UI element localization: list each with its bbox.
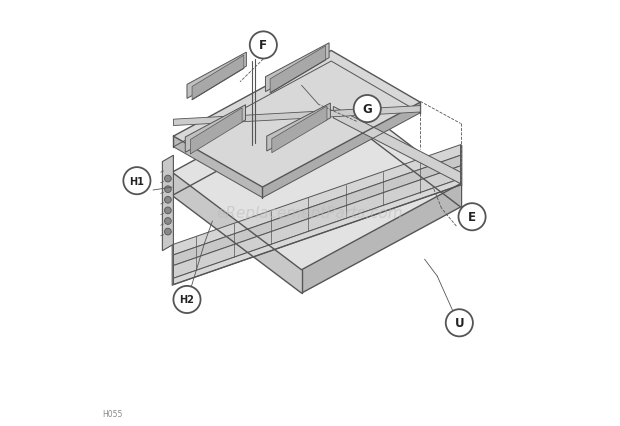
Polygon shape	[272, 107, 327, 153]
Polygon shape	[301, 184, 461, 294]
Circle shape	[164, 176, 171, 182]
Polygon shape	[174, 137, 262, 198]
Polygon shape	[190, 109, 242, 155]
Polygon shape	[185, 106, 246, 153]
Polygon shape	[174, 51, 420, 187]
Text: U: U	[454, 317, 464, 330]
Polygon shape	[267, 104, 330, 152]
Polygon shape	[262, 103, 420, 198]
Circle shape	[164, 229, 171, 236]
Polygon shape	[174, 156, 461, 266]
Circle shape	[164, 207, 171, 214]
Polygon shape	[265, 44, 329, 92]
Polygon shape	[334, 107, 461, 184]
Polygon shape	[270, 47, 326, 94]
Text: H2: H2	[180, 295, 195, 305]
Circle shape	[174, 286, 200, 313]
Circle shape	[458, 204, 485, 231]
Circle shape	[164, 218, 171, 225]
Circle shape	[164, 197, 171, 204]
Polygon shape	[174, 167, 461, 279]
Text: H1: H1	[130, 176, 144, 186]
Polygon shape	[162, 156, 174, 251]
Circle shape	[353, 96, 381, 123]
Polygon shape	[174, 106, 420, 126]
Circle shape	[250, 32, 277, 59]
Text: F: F	[259, 39, 267, 52]
Text: G: G	[363, 103, 372, 116]
Text: E: E	[468, 211, 476, 224]
Text: H055: H055	[102, 409, 123, 418]
Polygon shape	[187, 53, 246, 99]
Polygon shape	[461, 145, 462, 186]
Polygon shape	[174, 145, 461, 255]
Circle shape	[446, 310, 473, 337]
Circle shape	[123, 168, 151, 195]
Polygon shape	[174, 179, 461, 285]
Circle shape	[164, 186, 171, 193]
Polygon shape	[172, 86, 461, 270]
Text: eReplacementParts.com: eReplacementParts.com	[216, 205, 404, 221]
Polygon shape	[192, 56, 244, 101]
Polygon shape	[172, 173, 301, 294]
Polygon shape	[172, 245, 174, 286]
